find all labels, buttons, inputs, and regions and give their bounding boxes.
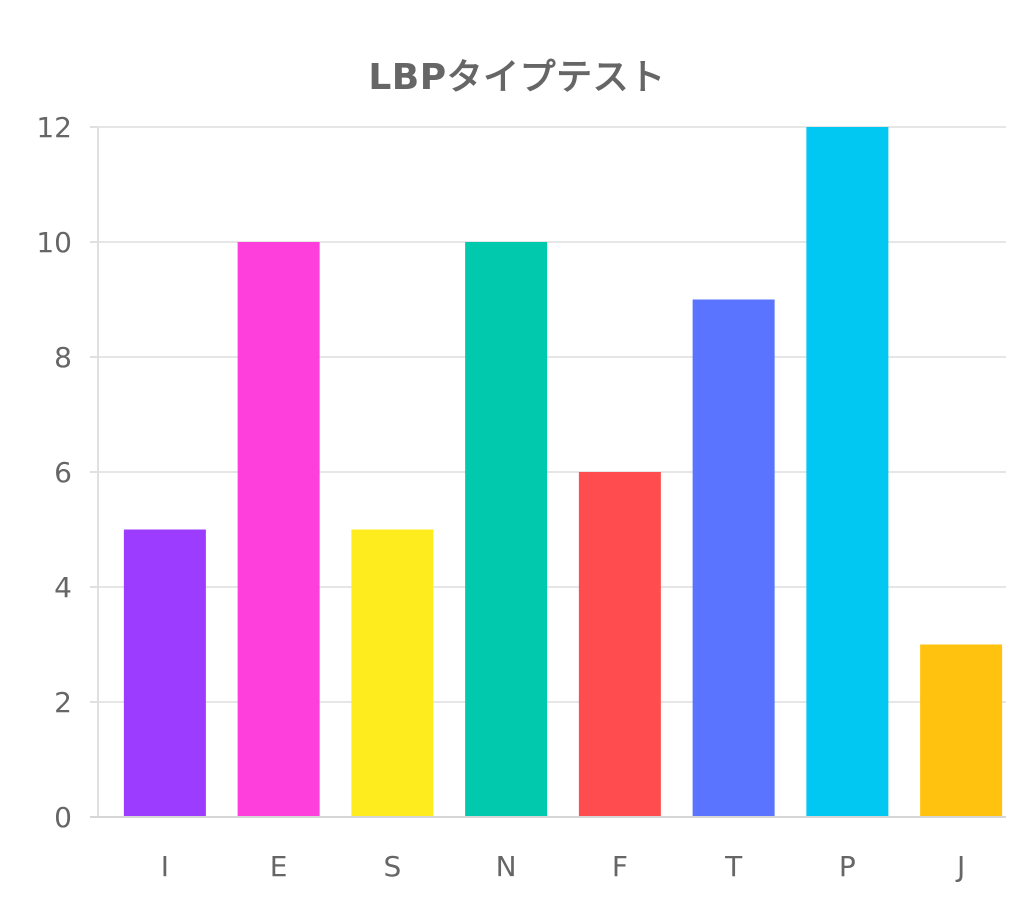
y-tick-label: 4 [54,571,72,604]
axes [90,126,1006,818]
bar-F [578,472,661,817]
x-tick-label: P [839,850,856,883]
bar-T [692,299,775,817]
bars [123,127,1003,817]
bar-E [237,242,320,817]
x-tick-label: F [612,850,628,883]
bar-P [806,127,889,817]
y-tick-label: 0 [54,801,72,834]
chart-title: LBPタイプテスト [368,57,666,98]
y-tick-label: 6 [54,456,72,489]
x-tick-label: I [161,850,169,883]
y-tick-label: 2 [54,686,72,719]
x-tick-label: N [496,850,517,883]
bar-S [351,529,434,817]
x-tick-label: E [270,850,288,883]
y-tick-label: 8 [54,341,72,374]
x-tick-label: J [955,850,965,883]
x-tick-label: S [383,850,401,883]
bar-I [123,529,206,817]
y-tick-label: 12 [36,111,72,144]
bar-J [920,644,1003,817]
y-tick-label: 10 [36,226,72,259]
x-tick-label: T [724,850,743,883]
bar-N [465,242,548,817]
y-tick-labels: 0 2 4 6 8 10 12 [36,111,72,834]
